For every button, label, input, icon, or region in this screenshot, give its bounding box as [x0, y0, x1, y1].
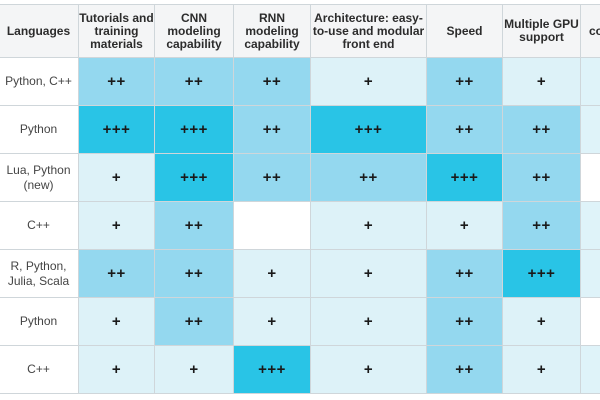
language-cell: Python, C++: [0, 57, 79, 106]
language-cell: C++: [0, 201, 79, 250]
truncated-cell: [580, 105, 600, 154]
rating-cell: ++: [426, 345, 503, 394]
rating-cell: +: [78, 345, 155, 394]
table-row: Python +++ +++ ++ +++ ++ ++: [0, 105, 600, 154]
header-truncated: co: [580, 4, 600, 58]
header-row: Languages Tutorials and training materia…: [0, 4, 600, 58]
rating-cell: ++: [154, 297, 234, 346]
table-row: Python, C++ ++ ++ ++ + ++ +: [0, 57, 600, 106]
language-cell: Lua, Python (new): [0, 153, 79, 202]
rating-cell: +++: [154, 153, 234, 202]
table-row: R, Python, Julia, Scala ++ ++ + + ++ +++: [0, 249, 600, 298]
rating-cell: ++: [310, 153, 427, 202]
rating-cell: +++: [154, 105, 234, 154]
rating-cell: ++: [502, 105, 581, 154]
table-row: C++ + ++ + + ++: [0, 201, 600, 250]
rating-cell: +: [233, 249, 311, 298]
rating-cell: +: [310, 345, 427, 394]
rating-cell: ++: [502, 153, 581, 202]
truncated-cell: [580, 201, 600, 250]
truncated-cell: [580, 345, 600, 394]
rating-cell: +: [502, 297, 581, 346]
rating-cell: +: [310, 249, 427, 298]
header-multi-gpu: Multiple GPU support: [502, 4, 581, 58]
rating-cell: ++: [233, 105, 311, 154]
rating-cell: +: [426, 201, 503, 250]
rating-cell: +++: [426, 153, 503, 202]
rating-cell: ++: [78, 249, 155, 298]
rating-cell: ++: [233, 57, 311, 106]
rating-cell: +: [502, 57, 581, 106]
language-cell: Python: [0, 297, 79, 346]
truncated-cell: [580, 249, 600, 298]
rating-cell: +: [154, 345, 234, 394]
rating-cell: ++: [426, 57, 503, 106]
rating-cell: +: [310, 57, 427, 106]
rating-cell: +: [78, 153, 155, 202]
truncated-cell: [580, 153, 600, 202]
truncated-cell: [580, 297, 600, 346]
framework-comparison-table: Languages Tutorials and training materia…: [0, 4, 600, 394]
rating-cell: +: [502, 345, 581, 394]
rating-cell: +: [78, 297, 155, 346]
rating-cell: +++: [502, 249, 581, 298]
header-speed: Speed: [426, 4, 503, 58]
language-cell: R, Python, Julia, Scala: [0, 249, 79, 298]
header-languages: Languages: [0, 4, 79, 58]
rating-cell: [233, 201, 311, 250]
rating-cell: ++: [426, 105, 503, 154]
rating-cell: ++: [502, 201, 581, 250]
rating-cell: ++: [154, 249, 234, 298]
table-row: Lua, Python (new) + +++ ++ ++ +++ ++: [0, 153, 600, 202]
rating-cell: +++: [310, 105, 427, 154]
header-cnn: CNN modeling capability: [154, 4, 234, 58]
rating-cell: ++: [78, 57, 155, 106]
language-cell: C++: [0, 345, 79, 394]
table-row: C++ + + +++ + ++ +: [0, 345, 600, 394]
language-cell: Python: [0, 105, 79, 154]
rating-cell: +: [78, 201, 155, 250]
rating-cell: +++: [78, 105, 155, 154]
rating-cell: ++: [426, 297, 503, 346]
header-rnn: RNN modeling capability: [233, 4, 311, 58]
header-tutorials: Tutorials and training materials: [78, 4, 155, 58]
rating-cell: ++: [233, 153, 311, 202]
rating-cell: ++: [154, 201, 234, 250]
rating-cell: ++: [426, 249, 503, 298]
header-architecture: Architecture: easy-to-use and modular fr…: [310, 4, 427, 58]
table-row: Python + ++ + + ++ +: [0, 297, 600, 346]
rating-cell: +++: [233, 345, 311, 394]
rating-cell: ++: [154, 57, 234, 106]
rating-cell: +: [310, 201, 427, 250]
rating-cell: +: [233, 297, 311, 346]
rating-cell: +: [310, 297, 427, 346]
truncated-cell: [580, 57, 600, 106]
